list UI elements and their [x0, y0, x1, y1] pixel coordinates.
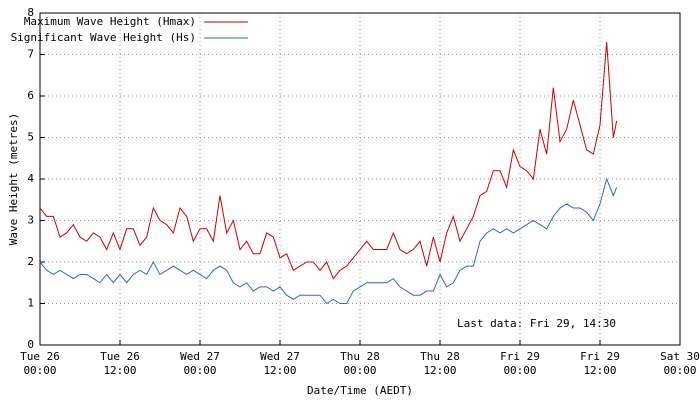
legend-label: Maximum Wave Height (Hmax) — [24, 15, 196, 28]
y-tick-label: 8 — [27, 6, 34, 19]
x-tick-label: 12:00 — [423, 364, 456, 377]
y-tick-label: 0 — [27, 338, 34, 351]
x-tick-label: Thu 28 — [340, 350, 380, 363]
x-tick-label: Sat 30 — [660, 350, 700, 363]
y-tick-label: 1 — [27, 297, 34, 310]
plot-border — [39, 12, 681, 346]
y-tick-label: 5 — [27, 131, 34, 144]
x-tick-label: 12:00 — [263, 364, 296, 377]
x-tick-label: 00:00 — [663, 364, 696, 377]
x-tick-label: 12:00 — [583, 364, 616, 377]
x-tick-label: Tue 26 — [100, 350, 140, 363]
y-tick-label: 4 — [27, 172, 34, 185]
y-axis-label: Wave Height (metres) — [7, 113, 20, 245]
line-series — [39, 177, 618, 305]
x-tick-label: Wed 27 — [180, 350, 220, 363]
x-tick-label: Fri 29 — [500, 350, 540, 363]
x-tick-label: 00:00 — [183, 364, 216, 377]
annotation: Last data: Fri 29, 14:30 — [457, 317, 616, 330]
x-axis-label: Date/Time (AEDT) — [307, 384, 413, 397]
x-tick-label: 12:00 — [103, 364, 136, 377]
x-tick-label: 00:00 — [503, 364, 536, 377]
y-tick-label: 2 — [27, 255, 34, 268]
y-tick-label: 6 — [27, 89, 34, 102]
x-tick-label: 00:00 — [23, 364, 56, 377]
y-tick-label: 7 — [27, 48, 34, 61]
y-tick-label: 3 — [27, 214, 34, 227]
x-tick-label: Tue 26 — [20, 350, 60, 363]
legend-label: Significant Wave Height (Hs) — [11, 31, 196, 44]
x-tick-label: Wed 27 — [260, 350, 300, 363]
x-tick-label: Fri 29 — [580, 350, 620, 363]
x-tick-label: Thu 28 — [420, 350, 460, 363]
line-series — [39, 42, 618, 280]
x-tick-label: 00:00 — [343, 364, 376, 377]
